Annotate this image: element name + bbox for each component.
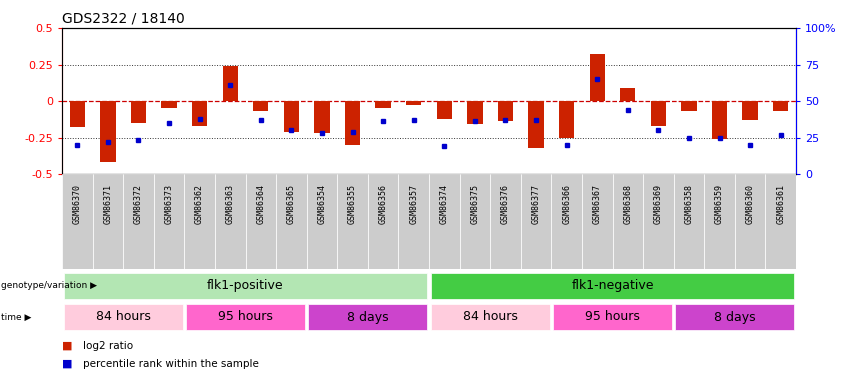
Bar	[185, 174, 215, 269]
Bar	[582, 174, 613, 269]
Text: flk1-positive: flk1-positive	[207, 279, 284, 292]
Bar	[253, 101, 268, 111]
Bar	[559, 101, 574, 138]
Bar	[490, 174, 521, 269]
Bar	[620, 88, 636, 101]
Text: GSM86358: GSM86358	[684, 183, 694, 224]
Bar	[100, 101, 116, 162]
Bar	[429, 174, 460, 269]
Text: genotype/variation ▶: genotype/variation ▶	[1, 282, 97, 291]
Bar	[498, 101, 513, 122]
Text: GSM86371: GSM86371	[103, 183, 112, 224]
Text: time ▶: time ▶	[1, 312, 31, 321]
Text: GSM86368: GSM86368	[623, 183, 632, 224]
Text: GSM86372: GSM86372	[134, 183, 143, 224]
Bar	[765, 174, 796, 269]
Text: GSM86370: GSM86370	[73, 183, 82, 224]
Bar	[521, 174, 551, 269]
Bar	[308, 304, 427, 330]
Text: 84 hours: 84 hours	[463, 310, 517, 324]
Text: GSM86356: GSM86356	[379, 183, 387, 224]
Bar	[186, 304, 306, 330]
Text: ■: ■	[62, 359, 72, 369]
Bar	[62, 174, 93, 269]
Text: flk1-negative: flk1-negative	[571, 279, 654, 292]
Bar	[675, 304, 795, 330]
Bar	[215, 174, 245, 269]
Text: GSM86363: GSM86363	[226, 183, 235, 224]
Bar	[64, 273, 427, 298]
Bar	[123, 174, 154, 269]
Bar	[162, 101, 177, 108]
Text: GSM86377: GSM86377	[532, 183, 540, 224]
Bar	[651, 101, 666, 126]
Text: ■: ■	[62, 341, 72, 351]
Text: GDS2322 / 18140: GDS2322 / 18140	[62, 12, 185, 26]
Bar	[467, 101, 483, 124]
Bar	[674, 174, 705, 269]
Text: GSM86369: GSM86369	[654, 183, 663, 224]
Text: GSM86373: GSM86373	[164, 183, 174, 224]
Bar	[306, 174, 337, 269]
Bar	[93, 174, 123, 269]
Text: GSM86367: GSM86367	[592, 183, 602, 224]
Text: GSM86360: GSM86360	[745, 183, 755, 224]
Text: GSM86359: GSM86359	[715, 183, 724, 224]
Text: 95 hours: 95 hours	[218, 310, 273, 324]
Text: 95 hours: 95 hours	[585, 310, 640, 324]
Bar	[742, 101, 757, 120]
Bar	[431, 304, 550, 330]
Text: GSM86362: GSM86362	[195, 183, 204, 224]
Bar	[398, 174, 429, 269]
Bar	[734, 174, 765, 269]
Bar	[154, 174, 185, 269]
Text: 8 days: 8 days	[347, 310, 389, 324]
Bar	[551, 174, 582, 269]
Bar	[368, 174, 398, 269]
Bar	[590, 54, 605, 101]
Bar	[406, 101, 421, 105]
Bar	[712, 101, 728, 139]
Text: percentile rank within the sample: percentile rank within the sample	[83, 359, 260, 369]
Bar	[223, 66, 237, 101]
Text: GSM86357: GSM86357	[409, 183, 418, 224]
Bar	[245, 174, 276, 269]
Text: GSM86376: GSM86376	[501, 183, 510, 224]
Text: GSM86354: GSM86354	[317, 183, 327, 224]
Text: GSM86375: GSM86375	[471, 183, 479, 224]
Bar	[460, 174, 490, 269]
Bar	[276, 174, 306, 269]
Bar	[643, 174, 674, 269]
Bar	[283, 101, 299, 132]
Text: GSM86374: GSM86374	[440, 183, 448, 224]
Text: GSM86361: GSM86361	[776, 183, 785, 224]
Bar	[705, 174, 734, 269]
Text: GSM86355: GSM86355	[348, 183, 357, 224]
Bar	[314, 101, 329, 133]
Text: GSM86366: GSM86366	[563, 183, 571, 224]
Bar	[431, 273, 795, 298]
Bar	[345, 101, 360, 145]
Bar	[553, 304, 672, 330]
Bar	[773, 101, 788, 111]
Bar	[192, 101, 208, 126]
Text: GSM86364: GSM86364	[256, 183, 266, 224]
Bar	[64, 304, 183, 330]
Bar	[375, 101, 391, 108]
Bar	[337, 174, 368, 269]
Text: 8 days: 8 days	[714, 310, 756, 324]
Bar	[613, 174, 643, 269]
Text: 84 hours: 84 hours	[95, 310, 151, 324]
Text: log2 ratio: log2 ratio	[83, 341, 134, 351]
Bar	[528, 101, 544, 148]
Bar	[682, 101, 697, 111]
Bar	[70, 101, 85, 127]
Bar	[437, 101, 452, 118]
Text: GSM86365: GSM86365	[287, 183, 296, 224]
Bar	[131, 101, 146, 123]
